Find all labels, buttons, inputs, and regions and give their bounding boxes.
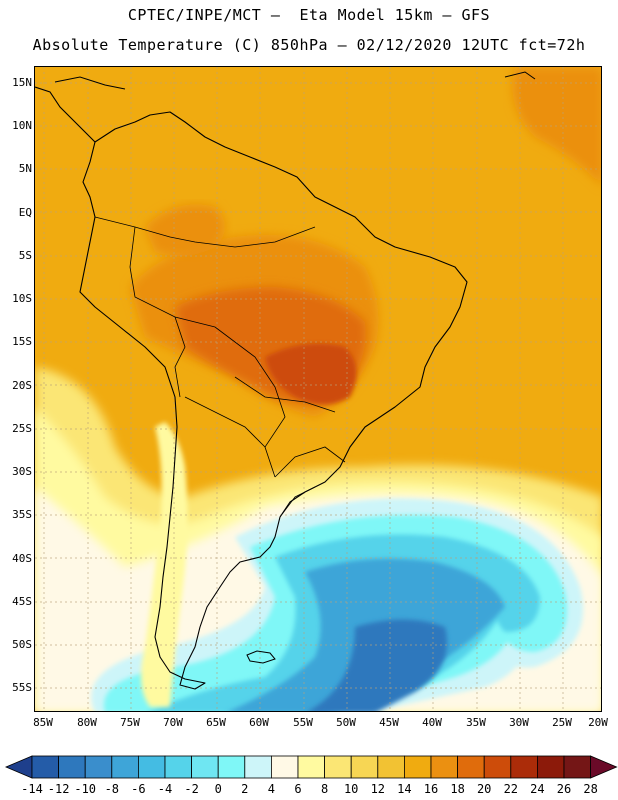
colorbar-swatch <box>563 755 592 779</box>
lon-label-75w: 75W <box>120 716 140 729</box>
colorbar-swatch <box>483 755 512 779</box>
colorbar-swatch <box>191 755 219 779</box>
lon-label-50w: 50W <box>336 716 356 729</box>
color-scale-bar <box>4 755 618 779</box>
lon-label-70w: 70W <box>163 716 183 729</box>
colorbar-swatch <box>31 755 60 779</box>
lon-label-25w: 25W <box>552 716 572 729</box>
lat-label-35s: 35S <box>12 508 32 521</box>
colorbar-tick-label: 14 <box>397 782 412 796</box>
colorbar-tick-label: -12 <box>47 782 70 796</box>
colorbar-swatch <box>137 755 166 779</box>
lat-label-5n: 5N <box>18 162 32 175</box>
colorbar-swatch <box>350 755 379 779</box>
colorbar-tick-label: 22 <box>503 782 519 796</box>
lat-label-25s: 25S <box>12 422 32 435</box>
country-borders <box>94 216 346 518</box>
colorbar-tick-label: -14 <box>21 782 43 796</box>
lon-label-55w: 55W <box>293 716 313 729</box>
coastline-south-america <box>79 111 468 690</box>
colorbar-swatch <box>217 755 246 779</box>
colorbar-min-arrow <box>4 755 33 779</box>
colorbar-tick-label: 24 <box>530 782 545 796</box>
colorbar-swatch <box>403 755 432 779</box>
colorbar-swatch <box>537 755 565 779</box>
lat-label-15n: 15N <box>12 76 32 89</box>
colorbar-tick-label: 16 <box>423 782 439 796</box>
colorbar-swatch <box>164 755 193 779</box>
lon-label-45w: 45W <box>379 716 399 729</box>
colorbar-tick-label: 12 <box>370 782 386 796</box>
colorbar-tick-label: -4 <box>157 782 173 796</box>
colorbar-swatch <box>510 755 538 779</box>
colorbar-tick-label: 10 <box>343 782 359 796</box>
lat-label-5s: 5S <box>18 249 32 262</box>
temperature-field <box>35 67 601 711</box>
lat-label-20s: 20S <box>12 379 32 392</box>
colorbar-tick-label: 18 <box>450 782 465 796</box>
temperature-map <box>34 66 602 712</box>
colorbar-tick-label: -6 <box>131 782 146 796</box>
lon-label-65w: 65W <box>206 716 226 729</box>
colorbar-tick-label: 6 <box>294 782 302 796</box>
colorbar-tick-label: 26 <box>556 782 572 796</box>
colorbar-swatch <box>377 755 405 779</box>
colorbar-max-arrow <box>590 755 618 779</box>
colorbar-tick-label: -2 <box>184 782 199 796</box>
colorbar-swatch <box>297 755 326 779</box>
lat-label-55s: 55S <box>12 681 32 694</box>
lat-label-40s: 40S <box>12 552 32 565</box>
lon-label-40w: 40W <box>422 716 442 729</box>
lat-label-eq: EQ <box>18 206 32 219</box>
lat-label-30s: 30S <box>12 465 32 478</box>
coastline-central-america <box>35 86 96 143</box>
colorbar-tick-label: 2 <box>241 782 249 796</box>
colorbar-tick-label: 0 <box>214 782 222 796</box>
colorbar-swatch <box>457 755 485 779</box>
title-line-1: CPTEC/INPE/MCT – Eta Model 15km – GFS <box>127 6 491 24</box>
colorbar-swatch <box>270 755 299 779</box>
lon-label-30w: 30W <box>509 716 529 729</box>
lat-label-15s: 15S <box>12 335 32 348</box>
title-line-2: Absolute Temperature (C) 850hPa – 02/12/… <box>32 36 586 54</box>
lat-label-50s: 50S <box>12 638 32 651</box>
falkland-islands <box>246 650 276 664</box>
colorbar-tick-label: 28 <box>583 782 598 796</box>
colorbar-tick-label: 20 <box>476 782 492 796</box>
lat-label-10n: 10N <box>12 119 32 132</box>
colorbar-swatch <box>84 755 113 779</box>
colorbar-swatch <box>111 755 139 779</box>
lon-label-80w: 80W <box>77 716 97 729</box>
colorbar-swatch <box>430 755 459 779</box>
lon-label-60w: 60W <box>249 716 269 729</box>
colorbar-tick-label: 4 <box>267 782 275 796</box>
colorbar-tick-label: -8 <box>104 782 120 796</box>
lat-label-45s: 45S <box>12 595 32 608</box>
colorbar-tick-label: 8 <box>320 782 329 796</box>
colorbar-swatch <box>244 755 272 779</box>
colorbar-swatch <box>324 755 352 779</box>
lon-label-35w: 35W <box>466 716 486 729</box>
colorbar-swatch <box>58 755 86 779</box>
lon-label-20w: 20W <box>588 716 608 729</box>
colorbar-tick-label: -10 <box>74 782 97 796</box>
lon-label-85w: 85W <box>33 716 53 729</box>
lat-label-10s: 10S <box>12 292 32 305</box>
